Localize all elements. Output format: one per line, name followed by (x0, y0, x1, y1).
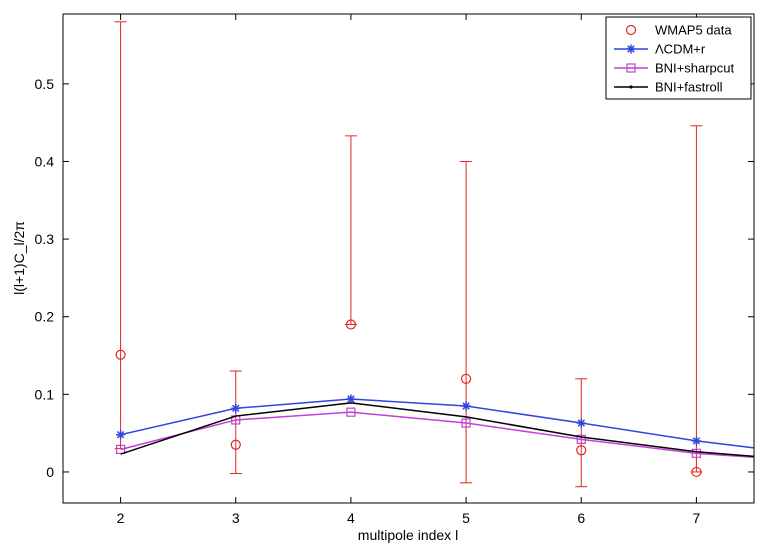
data-point (116, 430, 126, 440)
data-point (691, 466, 702, 478)
data-marks (114, 21, 755, 488)
legend-item: WMAP5 data (625, 23, 732, 38)
data-point (346, 407, 356, 417)
x-tick-label: 3 (232, 510, 240, 526)
data-point (115, 349, 126, 360)
legend-marker (629, 85, 633, 89)
y-tick-label: 0.1 (35, 386, 55, 402)
y-tick-label: 0.2 (35, 309, 55, 325)
data-point (231, 403, 241, 413)
data-point (461, 418, 471, 428)
data-point (461, 401, 471, 411)
legend-box (605, 16, 752, 100)
data-point (576, 434, 586, 444)
x-tick-label: 7 (693, 510, 701, 526)
legend-item: ΛCDM+r (614, 42, 706, 57)
y-tick-label: 0.3 (35, 231, 55, 247)
data-point (230, 439, 241, 450)
series-line (120, 402, 755, 458)
legend-marker (626, 44, 636, 54)
x-tick-label: 6 (577, 510, 585, 526)
legend-marker (625, 24, 637, 36)
data-point (460, 373, 472, 384)
series-line (120, 411, 755, 458)
legend: WMAP5 data ΛCDM+r BNI+sharpcut BNI+fastroll (605, 16, 752, 100)
y-tick-label: 0 (46, 464, 54, 480)
x-tick-label: 4 (347, 510, 355, 526)
data-point (576, 445, 587, 456)
x-tick-label: 2 (117, 510, 125, 526)
legend-marker (626, 63, 636, 73)
legend-label: WMAP5 data (655, 23, 732, 38)
legend-item: BNI+fastroll (614, 80, 723, 95)
x-axis-label: multipole index l (358, 527, 458, 543)
legend-label: BNI+fastroll (655, 80, 723, 95)
data-point (691, 448, 702, 458)
x-tick-label: 5 (462, 510, 470, 526)
axes: 2 3 4 5 6 7 0 0.1 0.2 0.3 0.4 0.5 (35, 13, 755, 526)
legend-label: BNI+sharpcut (655, 61, 735, 76)
data-point (691, 436, 701, 446)
series-1 (116, 394, 755, 449)
data-point (576, 418, 586, 428)
data-point (346, 394, 356, 404)
y-tick-label: 0.4 (35, 153, 55, 169)
legend-item: BNI+sharpcut (614, 61, 735, 76)
axes-frame (62, 13, 755, 504)
y-axis-label: l(l+1)C_l/2π (11, 221, 27, 295)
data-point (345, 319, 357, 330)
legend-label: ΛCDM+r (655, 42, 706, 57)
y-tick-label: 0.5 (35, 76, 55, 92)
series-3 (120, 402, 755, 458)
